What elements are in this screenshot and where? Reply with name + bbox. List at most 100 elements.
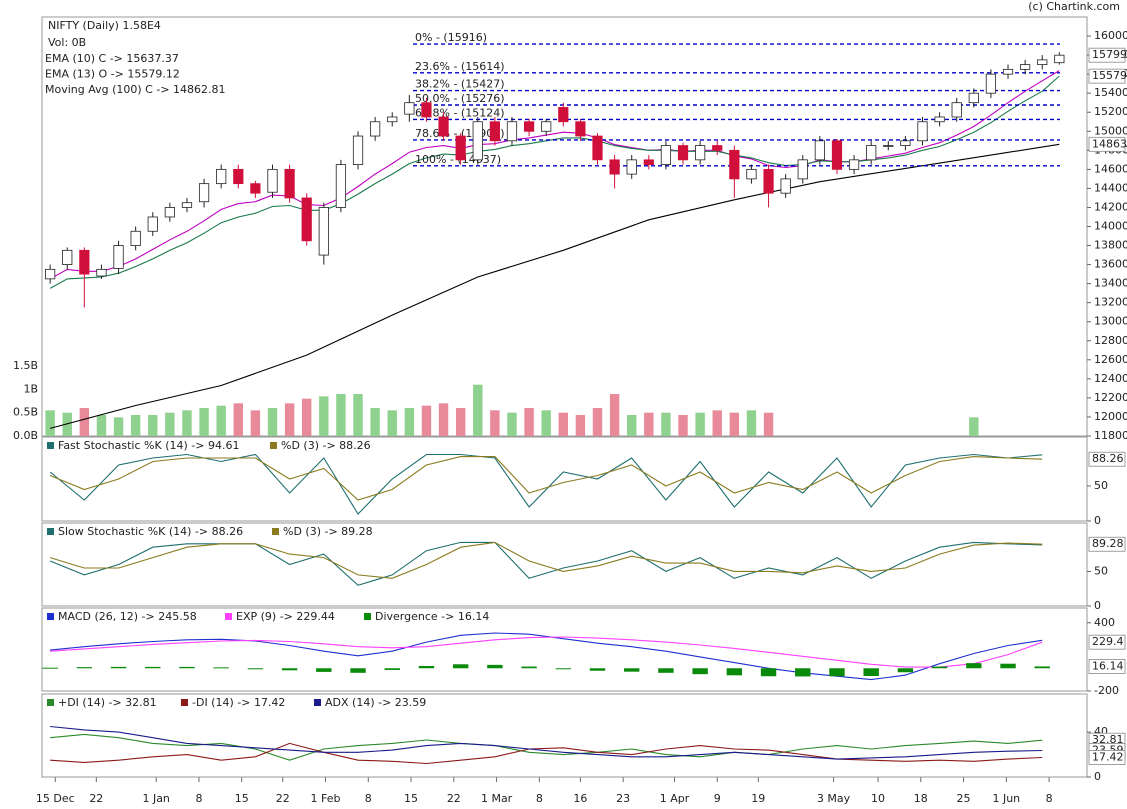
volume-bar [729,412,740,436]
candle-body [848,159,860,170]
volume-bar [746,410,757,436]
x-tick-label: 9 [714,792,721,805]
value-label: 14863 [1092,137,1127,150]
divergence-bar [521,666,537,669]
candle-body [831,140,843,170]
value-label: 229.4 [1092,635,1124,648]
y-tick-label: 12400 [1094,372,1127,385]
x-tick-label: 1 Mar [481,792,513,805]
value-label: 15799 [1092,48,1127,61]
candle-body [592,135,603,161]
y-tick-label: 13000 [1094,315,1127,328]
volume-tick-label: 0.5B [13,406,38,419]
candle-body [147,216,158,232]
x-tick-label: 22 [276,792,290,805]
candle-body [968,92,979,104]
candle-body [438,116,449,137]
indicator-line [49,453,1043,515]
x-tick-label: 18 [914,792,928,805]
y-tick-label: 15400 [1094,86,1127,99]
candle-body [712,145,723,151]
divergence-bar [1034,666,1050,669]
overlay-line [49,143,1060,429]
indicator-line [49,541,1043,579]
volume-tick-label: 1B [23,382,38,395]
volume-bar [165,412,175,436]
x-tick-label: 23 [616,792,630,805]
legend-swatch [270,442,277,449]
fib-label: 61.8% - (15124) [415,106,504,119]
volume-bar [609,394,620,436]
fib-label: 0% - (15916) [415,31,487,44]
candle-body [643,159,654,166]
divergence-bar [487,664,503,669]
candle-body [506,121,518,142]
candle-body [541,121,552,132]
indicator-line [49,541,1043,586]
volume-bar [969,417,979,436]
divergence-bar [76,667,93,669]
volume-bar [490,410,500,436]
indicator-line [50,725,1043,760]
x-tick-label: 19 [751,792,765,805]
volume-bar [763,412,774,436]
y-tick-label: 12000 [1094,410,1127,423]
candle-body [523,121,535,132]
legend-entry: %D (3) -> 88.26 [281,439,371,452]
value-box [1088,136,1126,152]
volume-bar [678,415,688,436]
x-tick-label: 1 Jan [142,792,169,805]
value-box [1088,750,1126,765]
candle-body [900,140,911,146]
divergence-bar [247,668,264,670]
volume-bar [250,410,261,436]
x-tick-label: 8 [536,792,543,805]
x-tick-label: 22 [447,792,461,805]
divergence-bar [1000,663,1016,669]
y-tick-label: 50 [1094,479,1108,492]
candle-body [267,168,278,193]
candle-body [45,268,56,280]
divergence-bar [418,665,435,669]
indicator-line [50,742,1043,765]
volume-bar [113,417,124,436]
candle-body [1002,68,1014,75]
volume-bar [267,408,278,436]
volume-bar [712,410,722,436]
value-label: 16.14 [1092,659,1124,672]
value-label: 89.28 [1092,537,1124,550]
candle-body [62,249,73,265]
volume-bar [96,415,107,436]
y-tick-label: 12200 [1094,391,1127,404]
volume-bar [370,408,380,436]
volume-bar [79,408,90,436]
candle-body [985,73,997,94]
x-tick-label: 8 [1046,792,1053,805]
value-label: 88.26 [1092,452,1124,465]
y-tick-label: 11800 [1094,429,1127,442]
candle-body [575,121,586,137]
candle-body [558,107,569,123]
y-tick-label: 14200 [1094,200,1127,213]
candle-body [96,268,107,277]
volume-bar [455,408,466,436]
volume-bar [336,394,346,436]
divergence-bar [589,668,606,671]
fib-label: 23.6% - (15614) [415,60,504,73]
candle-body [746,168,757,180]
value-box [1088,68,1126,84]
y-tick-label: 12600 [1094,353,1127,366]
legend-swatch [181,699,188,706]
indicator-line [50,632,1043,681]
y-tick-label: 50 [1094,564,1108,577]
divergence-bar [795,668,811,677]
volume-bar [130,415,141,436]
divergence-bar [897,668,914,673]
indicator-line [50,733,1043,761]
x-tick-label: 1 Jun [992,792,1020,805]
overlay-line [49,70,1060,280]
legend-entry: Divergence -> 16.14 [375,610,489,623]
y-tick-label: 0 [1094,770,1101,783]
